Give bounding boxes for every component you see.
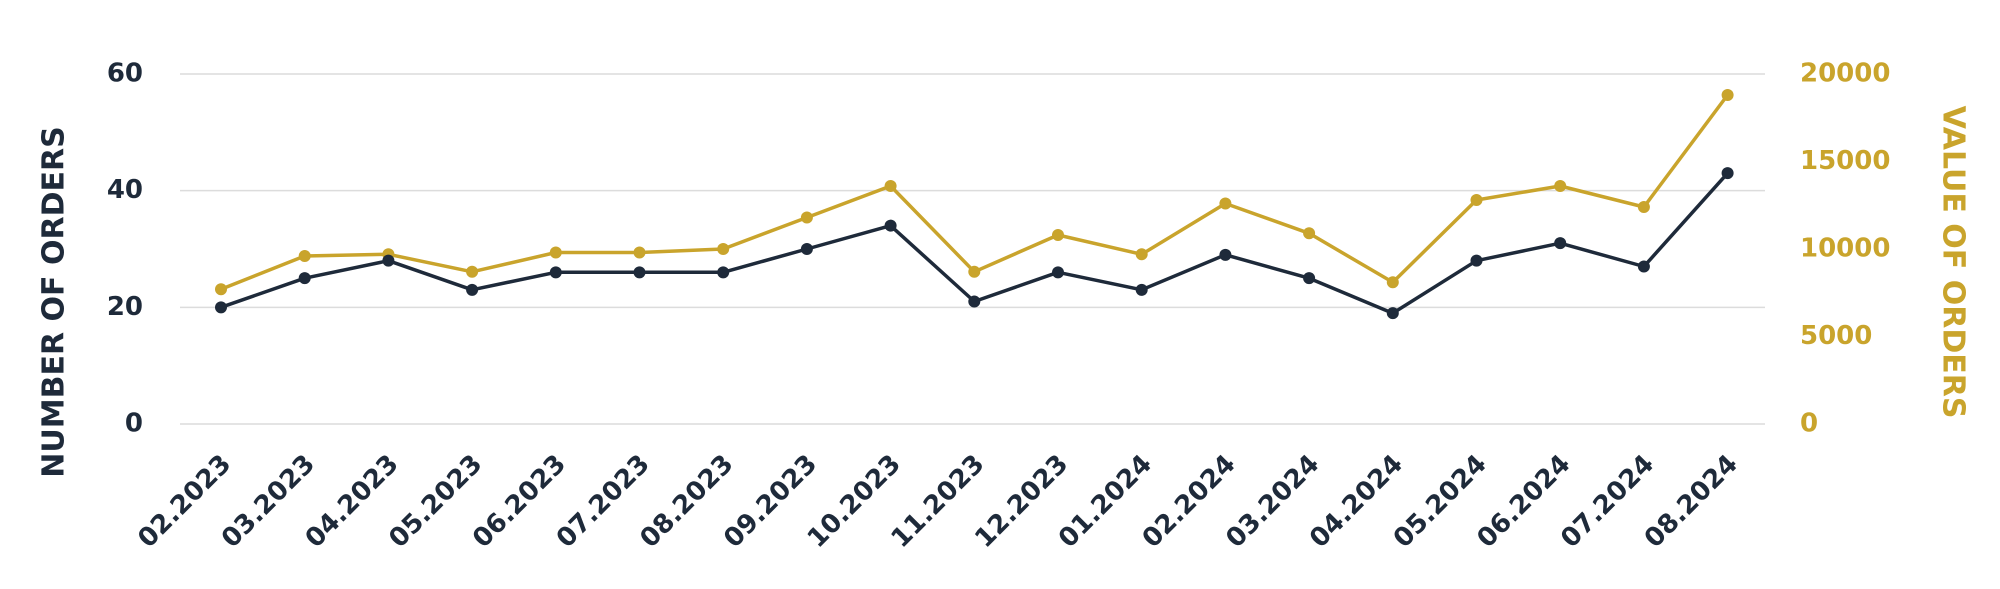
data-point-count [968, 295, 981, 308]
data-point-count [1303, 272, 1316, 285]
left-tick-label: 20 [107, 292, 143, 322]
data-point-count [1135, 283, 1148, 296]
data-point-count [1554, 237, 1567, 250]
data-point-count [717, 266, 730, 279]
left-axis-title: NUMBER OF ORDERS [37, 126, 72, 477]
data-point-value [549, 246, 562, 259]
right-tick-label: 0 [1800, 409, 1818, 439]
data-point-value [633, 246, 646, 259]
data-point-count [884, 219, 897, 232]
data-point-count [800, 243, 813, 255]
data-point-count [298, 272, 311, 285]
data-point-value [1052, 229, 1064, 241]
data-point-value [1470, 194, 1483, 206]
series-lines [215, 89, 1734, 320]
data-point-count [1219, 248, 1232, 261]
data-point-count [549, 266, 562, 279]
data-point-count [382, 254, 395, 267]
right-tick-label: 20000 [1800, 59, 1890, 89]
data-point-value [968, 265, 981, 278]
data-point-value [1219, 197, 1232, 210]
data-point-value [215, 283, 227, 296]
data-point-value [717, 243, 730, 255]
data-point-value [1554, 180, 1567, 192]
data-point-count [466, 283, 479, 296]
data-point-count [1637, 260, 1650, 273]
series-line-value [220, 93, 1730, 291]
data-point-value [1721, 89, 1734, 101]
right-tick-label: 10000 [1800, 234, 1890, 264]
left-tick-label: 60 [107, 59, 143, 89]
data-point-value [800, 211, 813, 224]
data-point-count [215, 301, 227, 314]
data-point-value [1135, 248, 1148, 261]
data-point-count [1470, 254, 1483, 267]
data-point-value [1386, 276, 1399, 289]
data-point-value [884, 180, 897, 192]
right-axis-ticks: 0 5000 10000 15000 20000 [1800, 59, 1890, 439]
x-axis-ticks: 02.202303.202304.202305.202306.202307.20… [132, 449, 1744, 554]
right-axis-title: VALUE OF ORDERS [1936, 106, 1971, 419]
data-point-count [1386, 307, 1399, 320]
data-point-value [298, 250, 311, 262]
data-point-count [1052, 266, 1064, 279]
data-point-value [1637, 201, 1650, 213]
left-tick-label: 0 [125, 409, 143, 439]
data-point-count [1721, 167, 1734, 180]
data-point-value [466, 265, 479, 278]
right-tick-label: 15000 [1800, 146, 1890, 176]
gridlines [180, 73, 1765, 425]
left-tick-label: 40 [107, 175, 143, 205]
data-point-count [633, 266, 646, 279]
left-axis-ticks: 0 20 40 60 [107, 59, 143, 439]
data-point-value [1303, 227, 1316, 240]
right-tick-label: 5000 [1800, 321, 1872, 351]
